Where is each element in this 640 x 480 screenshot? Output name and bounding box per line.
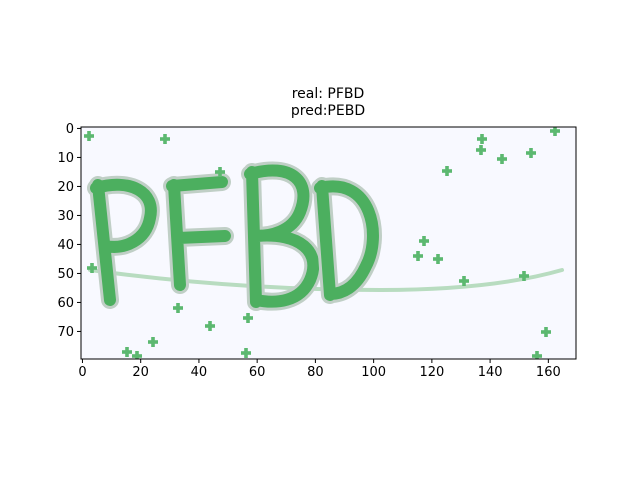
- noise-dot: [241, 348, 251, 358]
- x-axis: 0 20 40 60 80 100 120 140 160: [78, 359, 561, 380]
- pred-label: pred:PEBD: [290, 103, 366, 119]
- captcha-letter-p: [87, 175, 160, 309]
- y-tick-label: 50: [57, 267, 74, 282]
- noise-dot: [519, 271, 529, 281]
- noise-dot: [413, 251, 423, 261]
- noise-dot: [476, 145, 486, 155]
- captcha-letter-d: [311, 177, 382, 304]
- noise-dot: [526, 148, 536, 158]
- axes-frame: [80, 126, 577, 360]
- noise-dot: [173, 303, 183, 313]
- noise-dot: [419, 236, 429, 246]
- x-tick-label: 160: [536, 365, 561, 380]
- noise-dot: [459, 276, 469, 286]
- y-tick-label: 70: [57, 325, 74, 340]
- noise-dot: [87, 263, 97, 273]
- captcha-image: [84, 127, 564, 359]
- real-label: real: PFBD: [291, 86, 365, 102]
- y-tick-label: 60: [57, 296, 74, 311]
- noise-dot: [442, 166, 452, 176]
- noise-dot: [205, 321, 215, 331]
- figure-title: real: PFBD pred:PEBD: [0, 86, 640, 120]
- noise-dot: [132, 351, 142, 359]
- captcha-letter-f: [163, 173, 234, 294]
- noise-dot: [122, 347, 132, 357]
- noise-dot: [215, 167, 225, 177]
- x-tick-label: 80: [307, 365, 324, 380]
- noise-dot: [477, 134, 487, 144]
- y-tick-label: 40: [57, 238, 74, 253]
- y-tick-label: 20: [57, 180, 74, 195]
- noise-dot: [550, 127, 560, 136]
- noise-dot: [243, 313, 253, 323]
- noise-dot: [160, 134, 170, 144]
- noise-dot: [532, 351, 542, 359]
- x-tick-label: 0: [78, 365, 86, 380]
- noise-dot: [84, 131, 94, 141]
- captcha-letter-b: [241, 161, 323, 311]
- x-tick-label: 20: [132, 365, 149, 380]
- x-tick-label: 140: [478, 365, 503, 380]
- y-tick-label: 10: [57, 151, 74, 166]
- noise-dot: [497, 154, 507, 164]
- y-axis: 0 10 20 30 40 50 60 70: [57, 122, 81, 340]
- noise-dot: [433, 254, 443, 264]
- x-tick-label: 120: [419, 365, 444, 380]
- x-tick-label: 60: [249, 365, 266, 380]
- noise-dot: [541, 327, 551, 337]
- x-tick-label: 40: [191, 365, 208, 380]
- noise-dot: [148, 337, 158, 347]
- y-tick-label: 0: [66, 122, 74, 137]
- y-tick-label: 30: [57, 209, 74, 224]
- captcha-noise: [84, 127, 560, 359]
- x-tick-label: 100: [361, 365, 386, 380]
